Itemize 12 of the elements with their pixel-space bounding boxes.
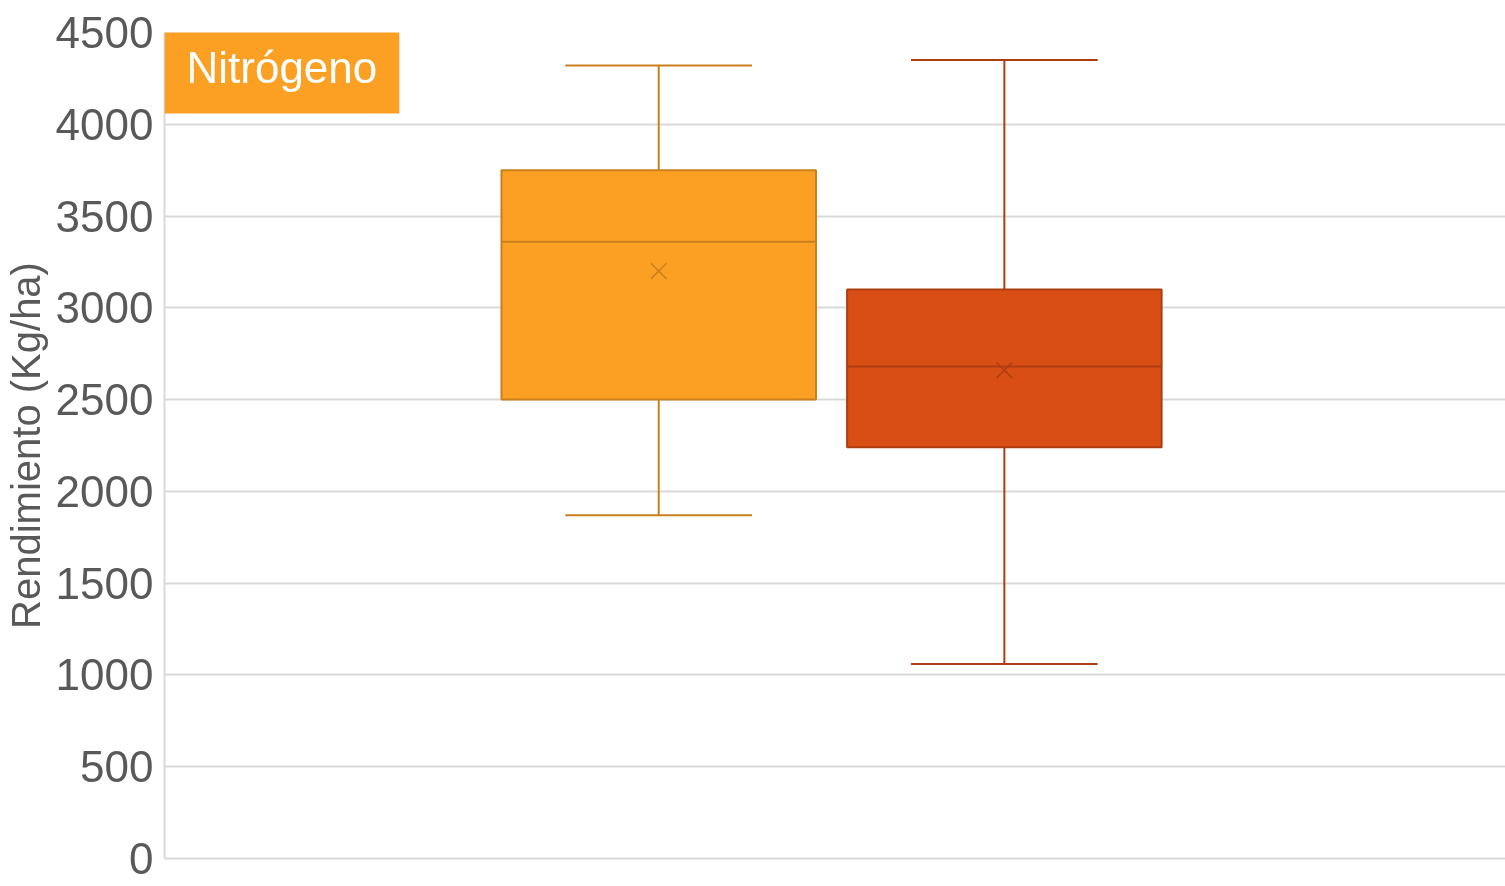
text: Nitrógeno xyxy=(186,42,378,92)
y-tick-label: 3500 xyxy=(55,191,154,241)
y-tick-label: 4000 xyxy=(55,99,154,149)
y-axis-title: Rendimiento (Kg/ha) xyxy=(3,262,48,629)
y-tick-label: 0 xyxy=(129,834,154,883)
y-tick-label: 4500 xyxy=(55,8,154,57)
y-tick-label: 3000 xyxy=(55,283,154,333)
y-tick-label: 500 xyxy=(80,742,154,792)
y-tick-label: 1000 xyxy=(55,650,154,700)
y-tick-label: 1500 xyxy=(55,558,154,608)
y-tick-label: 2000 xyxy=(55,466,154,516)
y-tick-label: 2500 xyxy=(55,375,154,425)
